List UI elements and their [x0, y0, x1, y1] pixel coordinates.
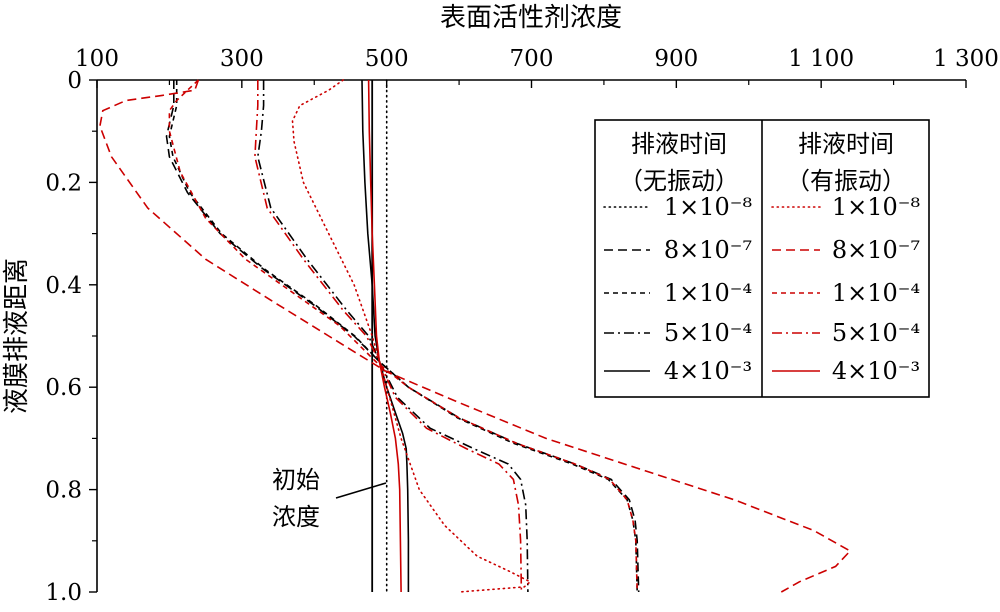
ticks: 100 300 500 700 900 1 100 1 300 0 0.2 0.4 0.6 0.8 1.… [45, 46, 999, 606]
x-tick-label: 500 [365, 46, 409, 72]
legend-col1-header-2: （无振动） [619, 167, 739, 195]
legend-label-no_vibration: 5×10⁻⁴ [664, 319, 752, 347]
legend-label-no_vibration: 8×10⁻⁷ [664, 236, 752, 264]
legend-label-vibration: 5×10⁻⁴ [832, 319, 920, 347]
annotation-line-1: 初始 [272, 466, 320, 494]
series-line-vibration-dashed [99, 79, 852, 593]
series-line-vibration-short-dashed [168, 79, 638, 593]
y-tick-label: 0.6 [45, 375, 82, 401]
series-line-vibration-solid [367, 79, 402, 593]
series-layer [99, 79, 852, 593]
legend: 排液时间 （无振动） 排液时间 （有振动） 1×10⁻⁸ 1×10⁻⁸ 8×10⁻⁷… [594, 119, 930, 398]
legend-label-no_vibration: 4×10⁻³ [664, 357, 752, 385]
y-tick-label: 0.8 [45, 478, 82, 504]
annotation: 初始 浓度 [272, 466, 387, 531]
x-tick-label: 1 100 [788, 46, 854, 72]
y-tick-label: 1.0 [45, 580, 82, 606]
annotation-leader-line [335, 482, 387, 499]
legend-rows: 1×10⁻⁸ 1×10⁻⁸ 8×10⁻⁷ 8×10⁻⁷ 1×10⁻⁴ 1×10⁻⁴ 5×10… [603, 193, 920, 385]
y-tick-label: 0 [67, 68, 82, 94]
y-axis-title: 液膜排液距离 [2, 258, 32, 414]
legend-label-no_vibration: 1×10⁻⁸ [664, 193, 752, 221]
series-line-no_vibration-short-dashed [168, 80, 638, 593]
legend-label-vibration: 1×10⁻⁸ [832, 193, 920, 221]
series-line-no_vibration-solid [361, 79, 410, 592]
legend-label-vibration: 8×10⁻⁷ [832, 236, 920, 264]
y-tick-label: 0.4 [45, 273, 82, 299]
legend-col1-header-1: 排液时间 [631, 130, 727, 158]
legend-label-no_vibration: 1×10⁻⁴ [664, 279, 752, 307]
annotation-line-2: 浓度 [272, 503, 320, 531]
x-tick-label: 900 [654, 46, 698, 72]
x-axis-title: 表面活性剂浓度 [440, 3, 622, 33]
series-line-vibration-dotted [291, 79, 532, 593]
series-line-no_vibration-dash-dot [256, 80, 529, 593]
legend-label-vibration: 1×10⁻⁴ [832, 279, 920, 307]
x-tick-label: 300 [220, 46, 264, 72]
x-tick-label: 100 [75, 46, 119, 72]
series-line-no_vibration-dashed [165, 80, 640, 593]
x-axis-title-group: 表面活性剂浓度 [440, 3, 622, 33]
legend-col2-header-1: 排液时间 [798, 130, 894, 158]
legend-col2-header-2: （有振动） [786, 167, 906, 195]
y-tick-label: 0.2 [45, 170, 82, 196]
x-tick-label: 700 [510, 46, 554, 72]
x-tick-label: 1 300 [933, 46, 999, 72]
y-axis-title-group: 液膜排液距离 [2, 258, 32, 414]
legend-label-vibration: 4×10⁻³ [832, 357, 920, 385]
